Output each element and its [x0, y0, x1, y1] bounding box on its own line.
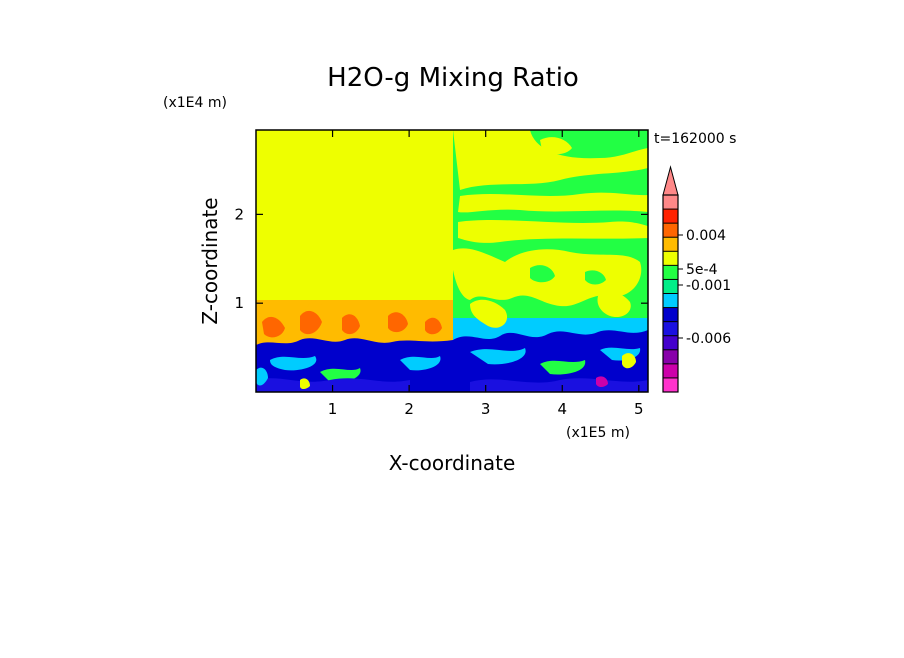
feature-cyan-left-edge	[256, 367, 268, 386]
x-tick-label-3: 4	[557, 400, 567, 418]
y-tick-label-0: 1	[234, 294, 244, 312]
x-tick-label-2: 3	[481, 400, 491, 418]
colorbar-tick-label-1: 5e-4	[686, 262, 718, 278]
y-unit-label: (x1E4 m)	[163, 95, 227, 111]
colorbar-tick-label-2: -0.001	[686, 278, 731, 294]
feature-green-pocket-1	[530, 265, 555, 283]
colorbar-tick-label-3: -0.006	[686, 331, 731, 347]
feature-green-pocket-3	[615, 138, 636, 153]
feature-cyan-streak-2	[400, 356, 441, 371]
feature-cyan-streak-3	[470, 348, 526, 365]
colorbar-extend-arrow	[662, 165, 679, 196]
colorbar	[662, 165, 679, 393]
feature-cyan-streak-1	[270, 356, 317, 371]
colorbar-segment-9	[663, 251, 678, 266]
colorbar-segment-3	[663, 335, 678, 351]
time-label: t=162000 s	[654, 131, 736, 147]
contour-field	[256, 130, 648, 392]
feature-yellow-band-1	[453, 130, 648, 190]
colorbar-segment-4	[663, 321, 678, 337]
x-tick-label-4: 5	[634, 400, 644, 418]
feature-yellow-band-2	[458, 192, 648, 213]
colorbar-frame	[662, 194, 679, 393]
colorbar-segment-13	[663, 195, 678, 210]
feature-darkorange-4	[388, 312, 408, 333]
colorbar-segment-1	[663, 363, 678, 379]
feature-darkorange-3	[342, 314, 360, 335]
feature-yellow-blob-3	[597, 291, 631, 318]
feature-yellow-blob-2	[470, 299, 508, 328]
axes-frame	[255, 129, 649, 393]
feature-darkorange-1	[262, 316, 285, 338]
feature-yellow-small-1	[300, 378, 310, 389]
colorbar-segment-2	[663, 349, 678, 365]
region-upper-left	[256, 130, 453, 310]
feature-green-streak-2	[540, 360, 586, 375]
feature-darkorange-2	[300, 310, 322, 335]
y-tick-labels: 12	[234, 205, 244, 312]
x-unit-label: (x1E5 m)	[566, 425, 630, 441]
x-tick-label-1: 2	[404, 400, 414, 418]
x-tick-label-0: 1	[328, 400, 338, 418]
plot-frame	[255, 129, 649, 393]
colorbar-tick-label-0: 0.004	[686, 228, 726, 244]
feature-yellow-small-2	[622, 353, 636, 369]
y-tick-label-1: 2	[234, 205, 244, 223]
colorbar-segment-10	[663, 237, 678, 252]
feature-yellow-blob-4	[540, 137, 572, 155]
y-axis-label: Z-coordinate	[198, 197, 222, 324]
feature-darkorange-5	[425, 317, 442, 335]
colorbar-segment-8	[663, 265, 678, 280]
colorbar-segment-0	[663, 377, 678, 393]
colorbar-segment-5	[663, 307, 678, 322]
colorbar-segment-11	[663, 223, 678, 238]
colorbar-segment-12	[663, 209, 678, 224]
chart-title: H2O-g Mixing Ratio	[327, 63, 579, 93]
colorbar-segment-7	[663, 279, 678, 294]
feature-yellow-band-3	[458, 220, 648, 243]
colorbar-tick-labels: 0.004 5e-4-0.001 -0.006	[678, 228, 731, 347]
colorbar-segment-6	[663, 293, 678, 308]
feature-magenta-spot	[596, 376, 608, 387]
x-tick-labels: 1 2 3 4 5	[328, 400, 644, 418]
feature-green-pocket-2	[585, 270, 606, 285]
x-axis-label: X-coordinate	[389, 451, 516, 475]
